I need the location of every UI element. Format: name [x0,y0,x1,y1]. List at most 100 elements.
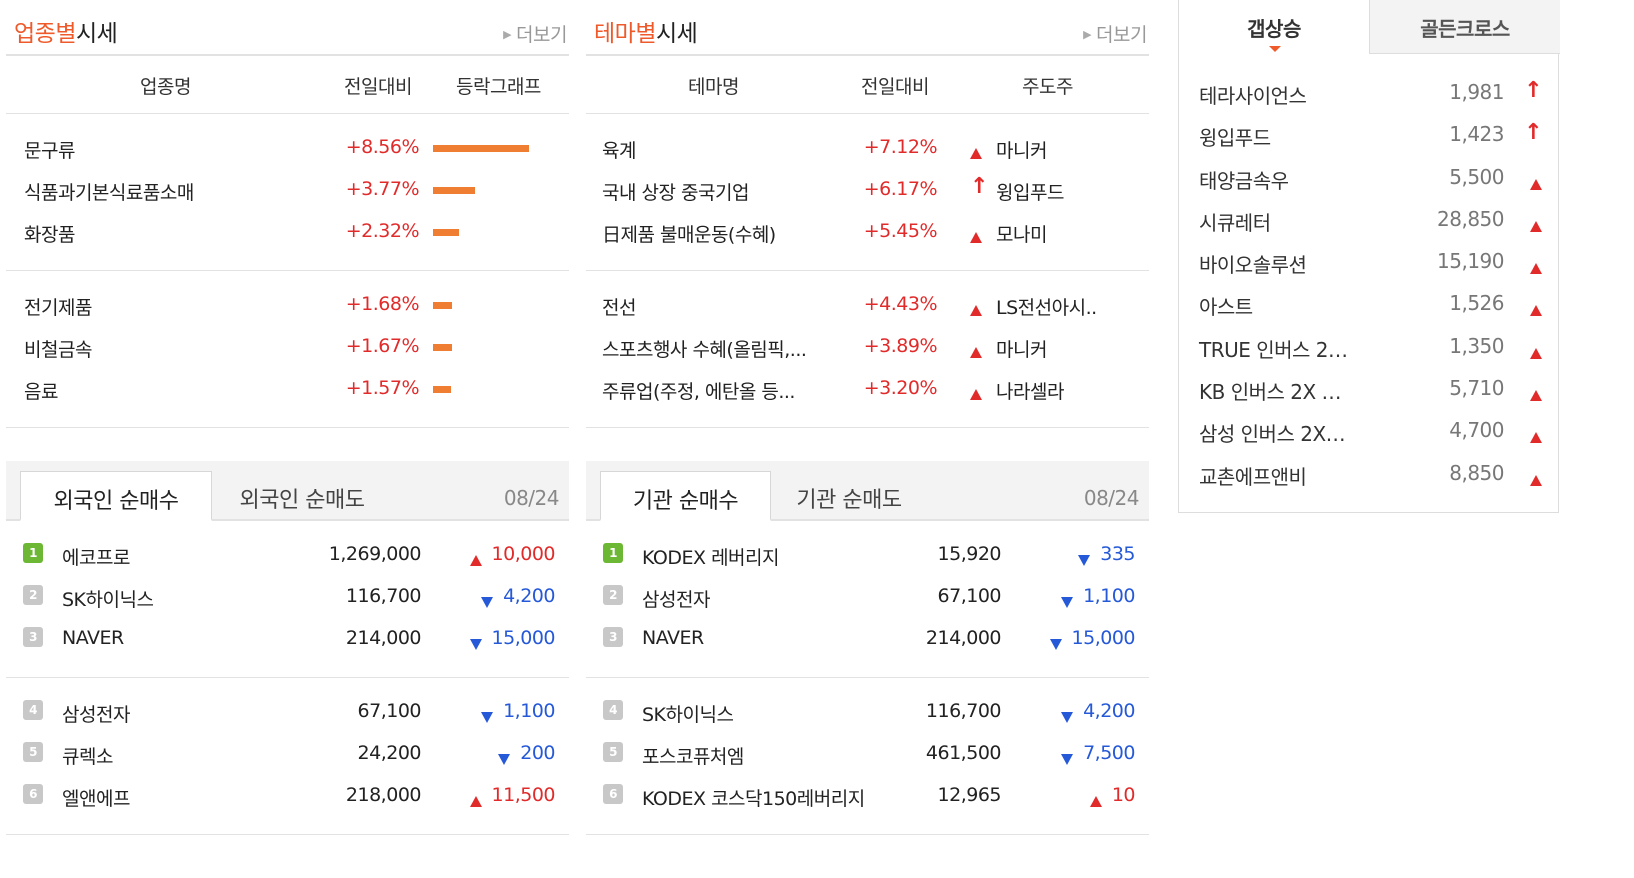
theme-row[interactable]: 주류업(주정, 에탄올 등... +3.20% 나라셀라 [586,369,1149,411]
gap-stock-name[interactable]: 삼성 인버스 2X… [1199,422,1346,447]
theme-more-link[interactable]: ▶ 더보기 [1083,20,1147,47]
institution-row[interactable]: 5 포스코퓨처엠 461,500 7,500 [586,734,1149,776]
industry-name[interactable]: 비철금속 [24,339,92,361]
foreign-row[interactable]: 4 삼성전자 67,100 1,100 [6,692,569,734]
foreign-stock-name[interactable]: 큐렉소 [62,746,113,768]
theme-name[interactable]: 국내 상장 중국기업 [602,182,749,204]
triangle-up-icon [970,347,982,358]
gap-change-icon [1530,424,1542,448]
theme-leader[interactable]: 마니커 [996,339,1047,361]
theme-name[interactable]: 스포츠행사 수혜(올림픽,... [602,339,807,361]
industry-change: +8.56% [345,136,420,158]
theme-name[interactable]: 육계 [602,140,636,162]
theme-name[interactable]: 주류업(주정, 에탄올 등... [602,381,795,403]
gap-stock-name[interactable]: 윙입푸드 [1199,126,1271,151]
industry-name[interactable]: 전기제품 [24,297,92,319]
industry-title[interactable]: 업종별시세 [14,14,118,48]
industry-row[interactable]: 음료 +1.57% [6,369,569,411]
gap-row[interactable]: 윙입푸드 1,423 ↑ [1179,114,1558,156]
theme-leader[interactable]: LS전선아시.. [996,297,1097,319]
industry-name[interactable]: 식품과기본식료품소매 [24,182,194,204]
institution-row[interactable]: 4 SK하이닉스 116,700 4,200 [586,692,1149,734]
tab-foreign-net-buy[interactable]: 외국인 순매수 [20,471,212,521]
theme-title[interactable]: 테마별시세 [594,14,698,48]
foreign-diff: 15,000 [491,627,556,649]
foreign-row-group: 4 삼성전자 67,100 1,100 5 큐렉소 24,200 200 6 엘앤에프 218,00… [6,678,569,835]
triangle-down-icon [1050,639,1062,650]
col-change: 전일대비 [344,76,412,98]
foreign-stock-name[interactable]: NAVER [62,627,124,649]
tab-institution-net-sell[interactable]: 기관 순매도 [796,488,902,513]
industry-more-link[interactable]: ▶ 더보기 [503,20,567,47]
gap-stock-name[interactable]: 테라사이언스 [1199,84,1307,108]
tab-golden-cross[interactable]: 골든크로스 [1369,0,1560,54]
tab-foreign-net-sell[interactable]: 외국인 순매도 [239,488,365,513]
institution-stock-name[interactable]: 포스코퓨처엠 [642,746,744,768]
foreign-stock-name[interactable]: SK하이닉스 [62,589,154,611]
institution-stock-name[interactable]: KODEX 코스닥150레버리지 [642,788,865,810]
theme-column-header: 테마명 전일대비 주도주 [586,56,1149,114]
institution-row[interactable]: 2 삼성전자 67,100 1,100 [586,577,1149,619]
foreign-stock-name[interactable]: 에코프로 [62,547,130,569]
foreign-row[interactable]: 2 SK하이닉스 116,700 4,200 [6,577,569,619]
gap-stock-name[interactable]: KB 인버스 2X … [1199,380,1342,405]
theme-row[interactable]: 전선 +4.43% LS전선아시.. [586,285,1149,327]
gap-stock-name[interactable]: 아스트 [1199,295,1253,320]
tab-institution-net-buy[interactable]: 기관 순매수 [600,471,771,521]
industry-name[interactable]: 화장품 [24,224,75,246]
theme-title-rest: 시세 [655,21,698,47]
gap-stock-name[interactable]: 바이오솔루션 [1199,253,1307,278]
theme-leader[interactable]: 마니커 [996,140,1047,162]
industry-change: +1.67% [345,335,420,357]
gap-change-icon: ↑ [1524,78,1542,102]
theme-leader[interactable]: 윙입푸드 [996,182,1064,204]
foreign-stock-name[interactable]: 삼성전자 [62,704,130,726]
foreign-row[interactable]: 6 엘앤에프 218,000 11,500 [6,776,569,818]
industry-name[interactable]: 음료 [24,381,58,403]
gap-row[interactable]: TRUE 인버스 2… 1,350 [1179,326,1558,368]
theme-row[interactable]: 日제품 불매운동(수혜) +5.45% 모나미 [586,212,1149,254]
theme-name[interactable]: 전선 [602,297,636,319]
gap-row[interactable]: 교촌에프앤비 8,850 [1179,453,1558,495]
institution-row[interactable]: 6 KODEX 코스닥150레버리지 12,965 10 [586,776,1149,818]
gap-row[interactable]: 삼성 인버스 2X… 4,700 [1179,410,1558,452]
foreign-row[interactable]: 3 NAVER 214,000 15,000 [6,619,569,661]
foreign-row[interactable]: 1 에코프로 1,269,000 10,000 [6,535,569,577]
gap-row[interactable]: 아스트 1,526 [1179,283,1558,325]
theme-row[interactable]: 국내 상장 중국기업 +6.17% ↑ 윙입푸드 [586,170,1149,212]
gap-stock-name[interactable]: 태양금속우 [1199,168,1289,193]
gap-row[interactable]: 시큐레터 28,850 [1179,199,1558,241]
institution-stock-name[interactable]: KODEX 레버리지 [642,547,780,569]
gap-change-icon [1530,255,1542,279]
theme-row[interactable]: 스포츠행사 수혜(올림픽,... +3.89% 마니커 [586,327,1149,369]
industry-row[interactable]: 화장품 +2.32% [6,212,569,254]
institution-stock-name[interactable]: NAVER [642,627,704,649]
triangle-up-icon [1530,390,1542,402]
industry-row[interactable]: 식품과기본식료품소매 +3.77% [6,170,569,212]
gap-stock-name[interactable]: 교촌에프앤비 [1199,464,1307,489]
gap-row[interactable]: 테라사이언스 1,981 ↑ [1179,72,1558,114]
industry-row[interactable]: 비철금속 +1.67% [6,327,569,369]
gap-stock-name[interactable]: TRUE 인버스 2… [1199,337,1348,362]
industry-row-group: 문구류 +8.56% 식품과기본식료품소매 +3.77% 화장품 +2.32% [6,114,569,271]
theme-row[interactable]: 육계 +7.12% 마니커 [586,128,1149,170]
theme-leader[interactable]: 나라셀라 [996,381,1064,403]
institution-row[interactable]: 3 NAVER 214,000 15,000 [586,619,1149,661]
industry-row[interactable]: 문구류 +8.56% [6,128,569,170]
industry-change-bar [433,187,475,194]
institution-stock-name[interactable]: 삼성전자 [642,589,710,611]
gap-row[interactable]: KB 인버스 2X … 5,710 [1179,368,1558,410]
gap-row[interactable]: 태양금속우 5,500 [1179,157,1558,199]
gap-change-icon [1530,340,1542,364]
theme-leader[interactable]: 모나미 [996,224,1047,246]
foreign-row[interactable]: 5 큐렉소 24,200 200 [6,734,569,776]
theme-name[interactable]: 日제품 불매운동(수혜) [602,224,776,246]
institution-stock-name[interactable]: SK하이닉스 [642,704,734,726]
foreign-stock-name[interactable]: 엘앤에프 [62,788,130,810]
industry-row[interactable]: 전기제품 +1.68% [6,285,569,327]
industry-name[interactable]: 문구류 [24,140,75,162]
gap-row[interactable]: 바이오솔루션 15,190 [1179,241,1558,283]
tab-gap-up[interactable]: 갭상승 [1179,0,1369,54]
institution-row[interactable]: 1 KODEX 레버리지 15,920 335 [586,535,1149,577]
gap-stock-name[interactable]: 시큐레터 [1199,210,1271,235]
